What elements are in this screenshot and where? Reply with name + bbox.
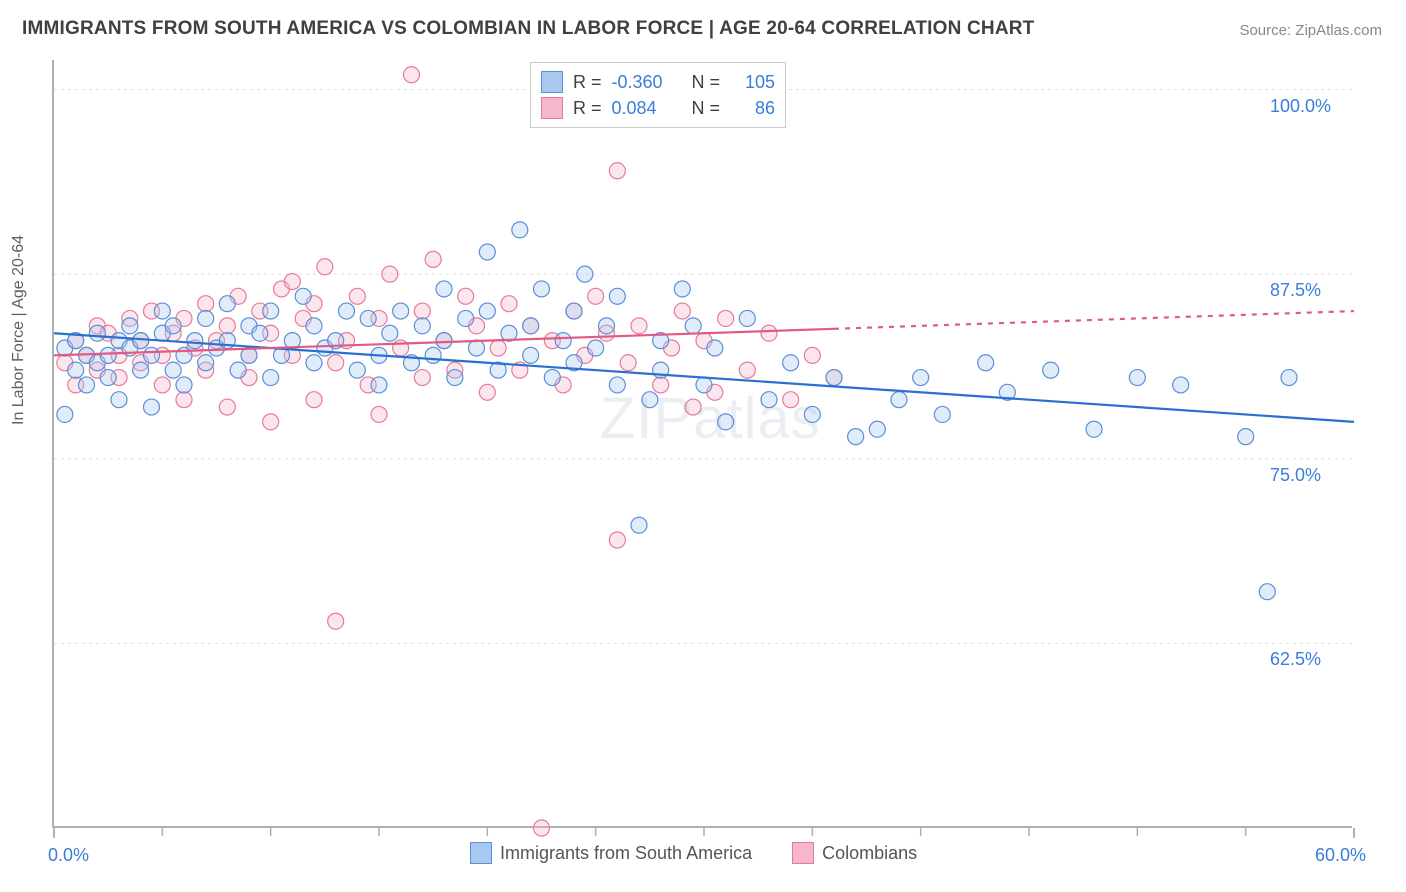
legend-label: Immigrants from South America [500, 843, 752, 864]
r-value: 0.084 [612, 95, 682, 121]
n-value: 105 [730, 69, 775, 95]
y-tick-label: 87.5% [1270, 280, 1321, 301]
r-label: R = [573, 95, 602, 121]
y-tick-label: 75.0% [1270, 465, 1321, 486]
plot-area [52, 60, 1352, 828]
y-tick-label: 100.0% [1270, 96, 1331, 117]
chart-svg [54, 60, 1352, 826]
legend-item: Colombians [792, 842, 917, 864]
correlation-box: R = -0.360 N = 105 R = 0.084 N = 86 [530, 62, 786, 128]
legend-swatch [541, 71, 563, 93]
legend-swatch [792, 842, 814, 864]
n-value: 86 [730, 95, 775, 121]
x-tick-0: 0.0% [48, 845, 89, 866]
correlation-row: R = 0.084 N = 86 [541, 95, 775, 121]
x-tick-60: 60.0% [1315, 845, 1366, 866]
n-label: N = [692, 69, 721, 95]
y-tick-label: 62.5% [1270, 649, 1321, 670]
r-value: -0.360 [612, 69, 682, 95]
bottom-legend: Immigrants from South America Colombians [470, 842, 917, 864]
n-label: N = [692, 95, 721, 121]
legend-label: Colombians [822, 843, 917, 864]
chart-title: IMMIGRANTS FROM SOUTH AMERICA VS COLOMBI… [22, 18, 1034, 40]
legend-swatch [470, 842, 492, 864]
r-label: R = [573, 69, 602, 95]
legend-item: Immigrants from South America [470, 842, 752, 864]
correlation-row: R = -0.360 N = 105 [541, 69, 775, 95]
source-attribution: Source: ZipAtlas.com [1239, 22, 1382, 39]
legend-swatch [541, 97, 563, 119]
y-axis-label: In Labor Force | Age 20-64 [10, 235, 28, 425]
